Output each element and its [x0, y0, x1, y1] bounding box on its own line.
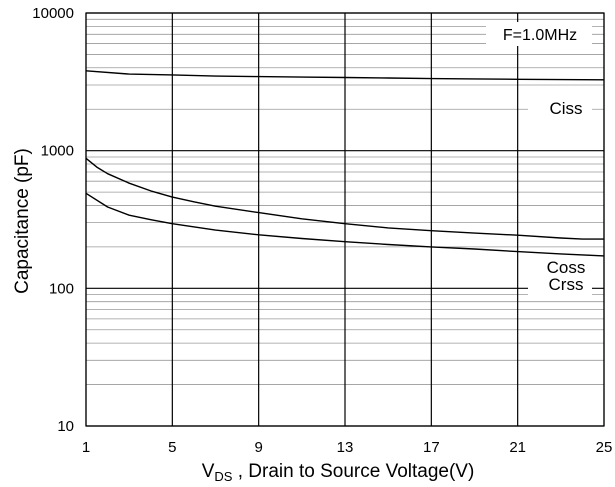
y-tick-labels: 10 100 1000 10000: [32, 5, 74, 435]
series-lines: [85, 70, 605, 257]
x-axis-label: VDS , Drain to Source Voltage(V): [202, 461, 475, 484]
x-tick-label: 17: [423, 439, 440, 456]
y-tick-label: 10: [57, 418, 74, 435]
series-label-coss: Coss: [547, 258, 586, 277]
y-tick-label: 10000: [32, 5, 74, 22]
frequency-annotation: F=1.0MHz: [503, 27, 577, 44]
x-tick-label: 21: [509, 439, 526, 456]
x-axis-label-prefix: V: [202, 461, 215, 482]
series-label-ciss: Ciss: [549, 99, 582, 118]
x-tick-label: 25: [596, 439, 613, 456]
y-axis-label: Capacitance (pF): [12, 148, 33, 294]
x-tick-label: 5: [168, 439, 176, 456]
x-tick-label: 1: [82, 439, 90, 456]
plot-frame: [85, 12, 605, 427]
y-tick-label: 100: [49, 280, 74, 297]
series-label-bg: [528, 273, 592, 296]
series-label-bg: [528, 257, 592, 280]
x-axis-label-subscript: DS: [214, 469, 232, 484]
series-label-bg: [528, 97, 592, 120]
x-axis-label-rest: , Drain to Source Voltage(V): [232, 461, 474, 482]
x-tick-label: 9: [254, 439, 262, 456]
series-label-crss: Crss: [549, 275, 584, 294]
series-line-ciss: [85, 70, 605, 81]
y-tick-label: 1000: [41, 143, 74, 160]
annotation-box: [486, 22, 592, 46]
series-line-coss: [85, 157, 604, 240]
x-tick-labels: 1 5 9 13 17 21 25: [82, 439, 613, 456]
x-tick-label: 13: [337, 439, 354, 456]
series-line-crss: [85, 192, 605, 257]
